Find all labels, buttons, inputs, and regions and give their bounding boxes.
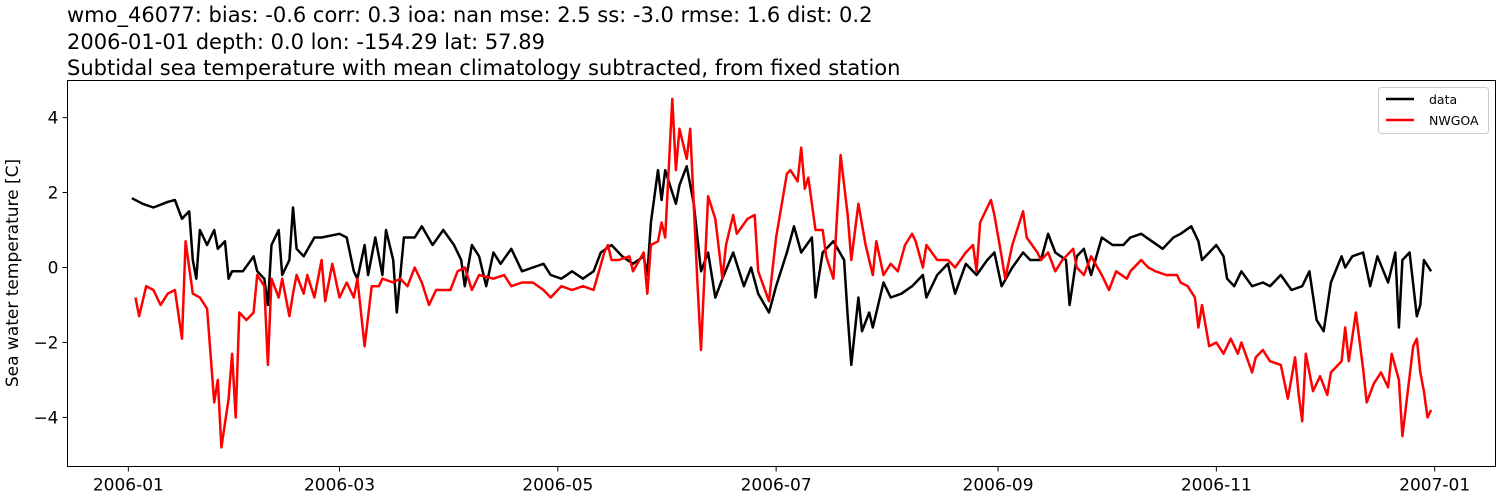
x-tick-label: 2006-05 xyxy=(522,476,593,496)
legend-label-nwgoa: NWGOA xyxy=(1429,113,1479,128)
chart-title-line-1: wmo_46077: bias: -0.6 corr: 0.3 ioa: nan… xyxy=(67,3,872,28)
y-tick-label: −2 xyxy=(33,333,58,353)
series-line-data xyxy=(131,165,1433,367)
y-tick-label: 4 xyxy=(48,109,59,129)
x-tick-label: 2006-07 xyxy=(741,476,812,496)
chart-title-line-2: 2006-01-01 depth: 0.0 lon: -154.29 lat: … xyxy=(67,30,545,54)
y-tick-label: 2 xyxy=(48,184,59,204)
series-layer xyxy=(131,97,1433,449)
y-tick-label: −4 xyxy=(33,408,58,428)
x-tick-label: 2006-09 xyxy=(963,476,1034,496)
legend: data NWGOA xyxy=(1378,87,1489,134)
y-axis-label: Sea water temperature [C] xyxy=(3,159,23,387)
x-tick-label: 2006-11 xyxy=(1181,476,1252,496)
x-tick-label: 2006-01 xyxy=(93,476,164,496)
series-line-nwgoa xyxy=(134,97,1433,449)
plot-frame xyxy=(67,80,1496,467)
chart-title-line-3: Subtidal sea temperature with mean clima… xyxy=(67,56,900,80)
x-tick-label: 2007-01 xyxy=(1399,476,1470,496)
y-axis: 4 2 0 −2 −4 xyxy=(33,109,68,428)
legend-label-data: data xyxy=(1429,92,1457,107)
y-tick-label: 0 xyxy=(48,259,59,279)
x-tick-label: 2006-03 xyxy=(304,476,375,496)
x-axis: 2006-01 2006-03 2006-05 2006-07 2006-09 2006-… xyxy=(93,466,1470,496)
